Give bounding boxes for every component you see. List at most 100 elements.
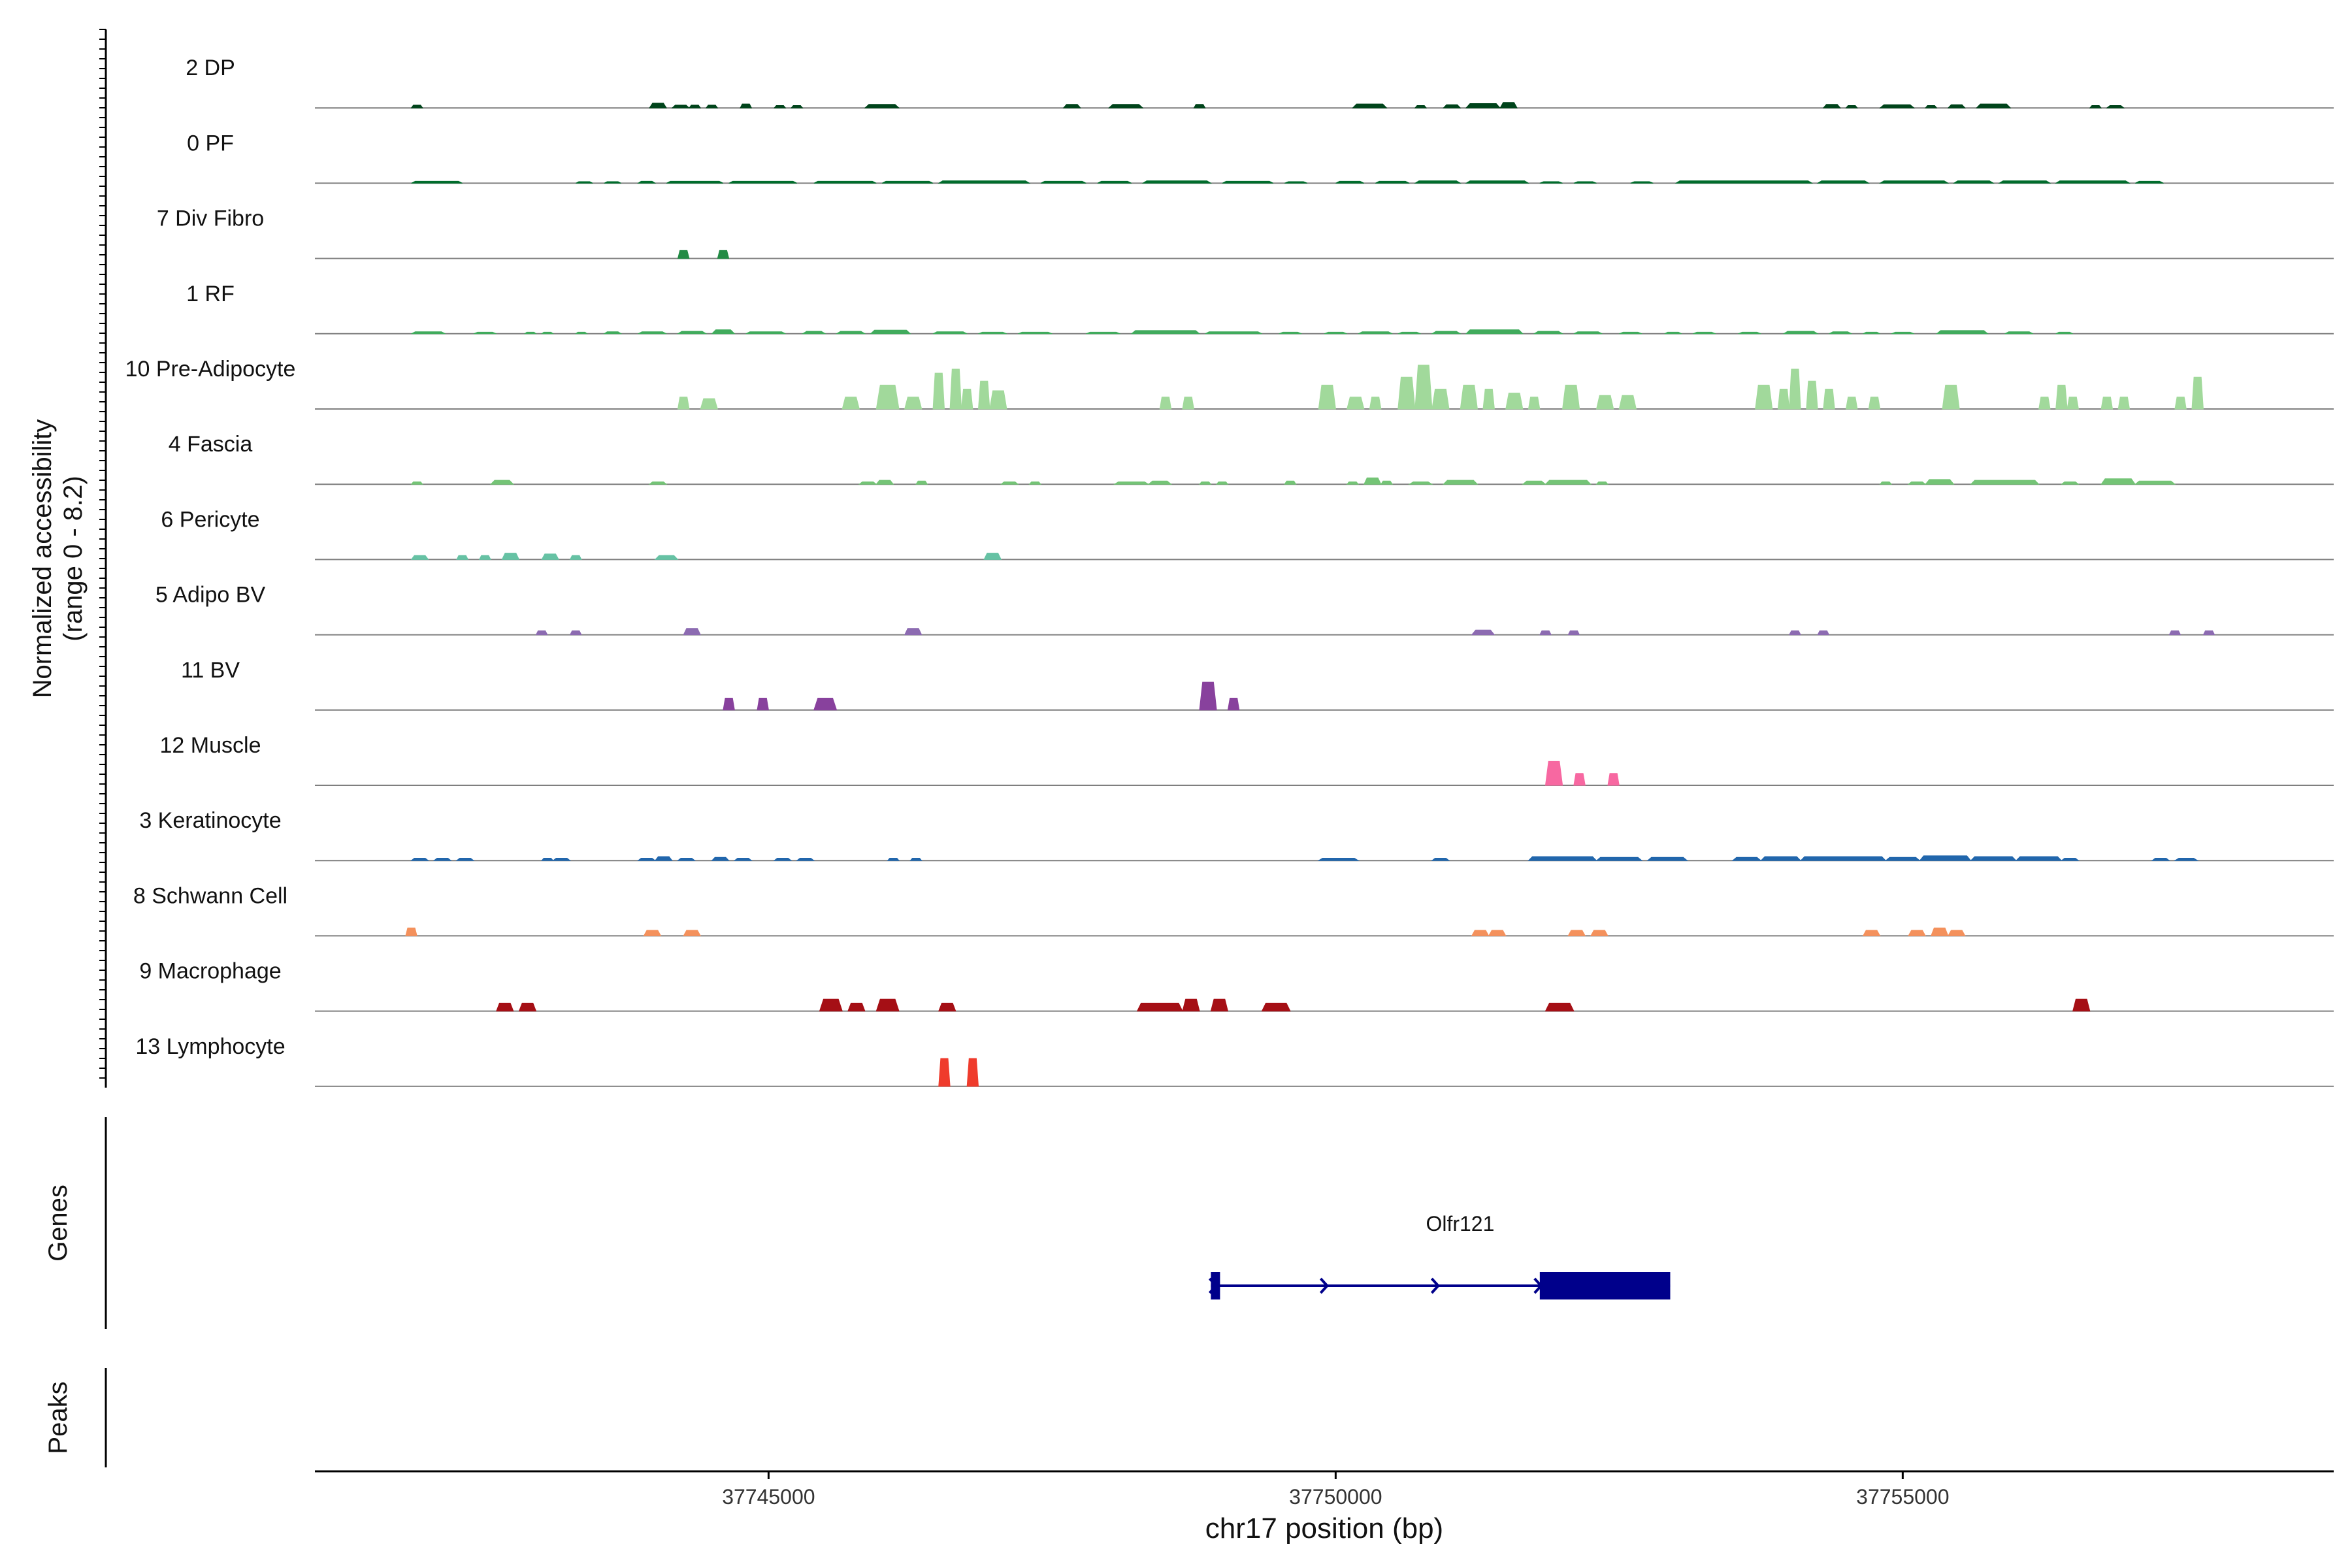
- gene-cds-block: [1539, 1272, 1671, 1299]
- coverage-peak: [405, 927, 417, 936]
- coverage-peak: [1829, 331, 1852, 335]
- coverage-peak: [455, 858, 475, 861]
- coverage-peak: [677, 397, 690, 410]
- coverage-peak: [1544, 760, 1563, 786]
- coverage-peak: [796, 858, 815, 861]
- coverage-peak: [1284, 480, 1297, 485]
- coverage-peak: [1908, 930, 1926, 936]
- coverage-peak: [523, 331, 537, 335]
- coverage-peak: [2055, 384, 2068, 410]
- coverage-peak: [1738, 331, 1761, 335]
- coverage-peak: [705, 105, 719, 108]
- coverage-peak: [1136, 1002, 1183, 1012]
- coverage-peak: [1970, 480, 2040, 485]
- coverage-peak: [1862, 930, 1881, 936]
- coverage-peak: [1930, 927, 1949, 936]
- coverage-peak: [1891, 331, 1914, 335]
- coverage-peak: [1261, 1002, 1291, 1012]
- coverage-peak: [433, 858, 452, 861]
- coverage-peak: [1878, 180, 1950, 184]
- coverage-peak: [938, 1058, 951, 1087]
- coverage-peak: [2060, 482, 2080, 485]
- gene-olfr121: Olfr121: [1208, 1212, 1671, 1299]
- coverage-peak: [1817, 630, 1830, 636]
- coverage-peak: [552, 858, 572, 861]
- coverage-peak: [904, 397, 923, 410]
- coverage-peak: [1760, 856, 1802, 861]
- coverage-peak: [410, 482, 423, 485]
- coverage-peak: [1522, 480, 1546, 485]
- coverage-peak: [1465, 180, 1530, 184]
- coverage-peak: [870, 329, 911, 335]
- gene-label: Olfr121: [1426, 1212, 1494, 1235]
- coverage-peak: [864, 104, 900, 108]
- coverage-peak: [1352, 103, 1388, 108]
- coverage-peak: [1210, 998, 1229, 1012]
- coverage-peak: [1471, 629, 1495, 636]
- coverage-peak: [1595, 857, 1643, 861]
- y-axis-title: Normalized accessibility: [28, 419, 57, 698]
- coverage-peak: [2151, 858, 2170, 861]
- coverage-peak: [2168, 630, 2181, 636]
- coverage-peak: [932, 372, 945, 410]
- coverage-peak: [2191, 376, 2204, 410]
- track-13-lymphocyte: 13 Lymphocyte: [135, 1034, 2334, 1087]
- coverage-peak: [2117, 397, 2131, 410]
- coverage-peak: [791, 105, 804, 108]
- coverage-peak: [1947, 104, 1966, 108]
- coverage-peak: [1533, 331, 1564, 335]
- coverage-peak: [574, 331, 589, 335]
- coverage-peak: [1222, 180, 1274, 184]
- coverage-peak: [676, 331, 708, 335]
- x-tick-label: 37755000: [1856, 1485, 1949, 1509]
- coverage-peak: [813, 698, 838, 711]
- coverage-peak: [1595, 482, 1609, 485]
- coverage-peak: [819, 998, 843, 1012]
- track-0-pf: 0 PF: [187, 131, 2334, 184]
- track-label: 4 Fascia: [169, 432, 253, 457]
- coverage-peak: [677, 250, 690, 259]
- coverage-peak: [1998, 180, 2051, 184]
- coverage-peak: [1499, 102, 1518, 108]
- coverage-peak: [541, 553, 560, 560]
- peaks-panel-label: Peaks: [44, 1381, 73, 1454]
- track-label: 13 Lymphocyte: [135, 1034, 285, 1059]
- coverage-peak: [1465, 329, 1524, 335]
- coverage-peak: [648, 482, 668, 485]
- coverage-peak: [915, 480, 928, 485]
- coverage-peak: [2100, 397, 2114, 410]
- coverage-peak: [1408, 482, 1433, 485]
- coverage-peak: [1822, 104, 1841, 108]
- coverage-peak: [2066, 397, 2079, 410]
- coverage-peak: [717, 250, 730, 259]
- coverage-peak: [1799, 856, 1887, 861]
- coverage-peak: [1193, 104, 1206, 108]
- coverage-peak: [1868, 397, 1881, 410]
- coverage-peak: [1567, 930, 1586, 936]
- coverage-peak: [604, 181, 621, 184]
- coverage-peak: [1443, 104, 1462, 108]
- coverage-peak: [1562, 384, 1580, 410]
- coverage-peak: [773, 858, 792, 861]
- coverage-peak: [1159, 397, 1172, 410]
- coverage-peak: [978, 331, 1007, 335]
- coverage-peak: [410, 858, 430, 861]
- coverage-peak: [501, 553, 520, 560]
- coverage-peak: [1925, 105, 1938, 108]
- coverage-peak: [1414, 365, 1433, 410]
- coverage-peak: [700, 398, 718, 410]
- coverage-peak: [1630, 181, 1654, 184]
- track-label: 3 Keratinocyte: [139, 808, 281, 833]
- coverage-peak: [1806, 380, 1818, 410]
- coverage-peak: [774, 105, 787, 108]
- coverage-peak: [1664, 331, 1682, 335]
- coverage-peak: [666, 180, 724, 184]
- coverage-peak: [1097, 180, 1132, 184]
- coverage-peak: [671, 105, 691, 108]
- coverage-peak: [683, 930, 702, 936]
- track-8-schwann-cell: 8 Schwann Cell: [133, 883, 2334, 937]
- coverage-peak: [847, 1002, 866, 1012]
- coverage-peak: [1375, 180, 1410, 184]
- coverage-peak: [1199, 681, 1217, 711]
